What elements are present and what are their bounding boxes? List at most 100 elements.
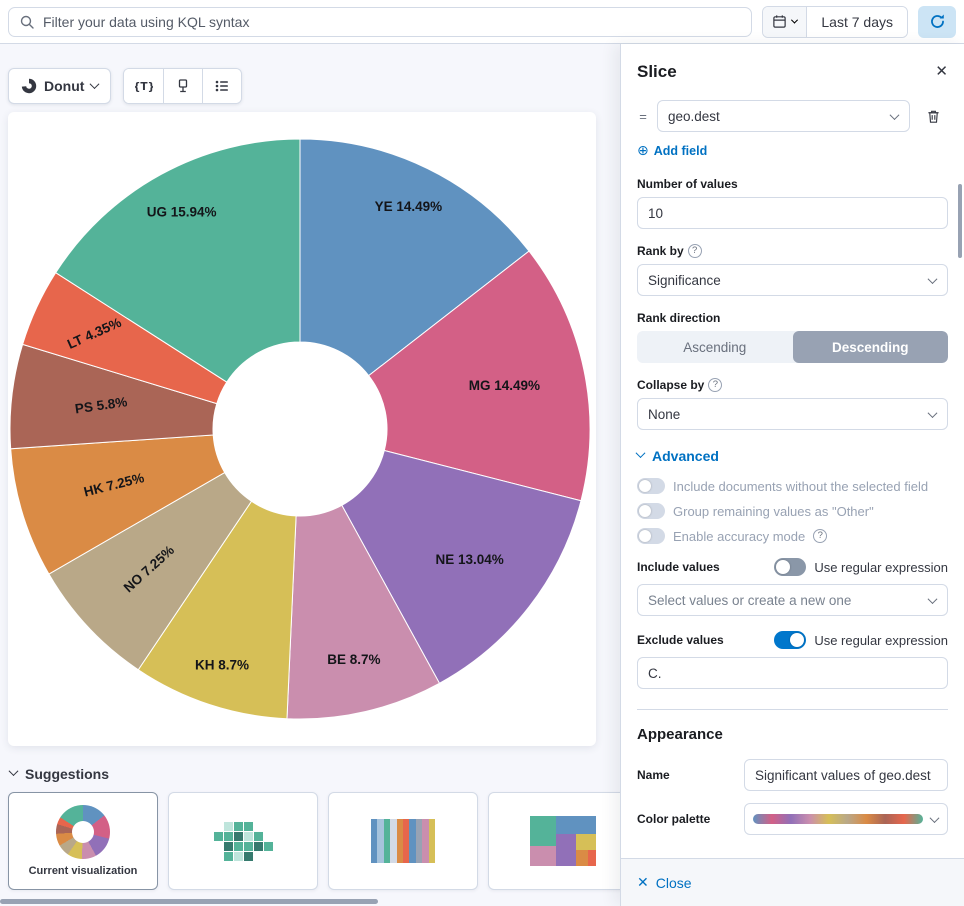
- slice-label-NE: NE 13.04%: [435, 552, 503, 567]
- chevron-down-icon: [635, 448, 646, 459]
- value-labels-button[interactable]: {T}: [124, 69, 164, 103]
- advanced-toggle-row-1: Group remaining values as "Other": [637, 503, 948, 519]
- donut-slice-MG[interactable]: [368, 250, 591, 502]
- flyout-close-icon[interactable]: ✕: [935, 63, 948, 80]
- divider: [637, 709, 948, 710]
- field-row: = geo.dest: [637, 100, 948, 132]
- collapse-by-value: None: [648, 406, 681, 422]
- help-icon[interactable]: ?: [813, 529, 828, 543]
- slice-label-MG: MG 14.49%: [469, 378, 540, 393]
- suggestion-card-treemap[interactable]: [488, 792, 638, 890]
- rank-by-value: Significance: [648, 272, 721, 288]
- visualization-panel: YE 14.49% MG 14.49% NE 13.04% BE 8.7% KH 8.7…: [8, 112, 596, 746]
- visualization-toolbar: Donut {T}: [8, 68, 640, 104]
- field-select[interactable]: geo.dest: [657, 100, 910, 132]
- topbar: Last 7 days: [0, 0, 964, 44]
- color-palette-select[interactable]: [744, 803, 948, 835]
- rank-direction-descending[interactable]: Descending: [792, 331, 948, 363]
- add-field-label: Add field: [653, 143, 708, 158]
- operator-icon: =: [639, 108, 647, 124]
- svg-text:{T}: {T}: [135, 81, 153, 93]
- horizontal-scrollbar[interactable]: [0, 899, 378, 904]
- include-regex-label: Use regular expression: [814, 559, 948, 575]
- delete-field-button[interactable]: [918, 101, 948, 131]
- suggestion-card-donut[interactable]: Current visualization: [8, 792, 158, 890]
- suggestion-cards: Current visualization: [8, 792, 708, 890]
- donut-slice-KH[interactable]: [137, 500, 297, 720]
- include-values-combobox[interactable]: Select values or create a new one: [637, 584, 948, 616]
- close-label: Close: [655, 874, 692, 891]
- add-field-button[interactable]: ⊕ Add field: [637, 142, 707, 159]
- donut-slice-BE[interactable]: [286, 504, 441, 720]
- slice-label-KH: KH 8.7%: [195, 657, 249, 672]
- refresh-button[interactable]: [918, 5, 956, 38]
- toggle-label: Group remaining values as "Other": [673, 503, 874, 519]
- display-options-button[interactable]: [163, 69, 203, 103]
- refresh-icon: [930, 14, 944, 28]
- search-icon: [20, 15, 34, 29]
- legend-icon: [216, 80, 229, 92]
- kql-input[interactable]: [43, 13, 742, 30]
- rank-direction-ascending[interactable]: Ascending: [637, 331, 793, 363]
- donut-slice-UG[interactable]: [55, 138, 301, 383]
- slice-label-UG: UG 15.94%: [147, 204, 217, 219]
- legend-settings-button[interactable]: [202, 69, 242, 103]
- flyout-footer: ✕ Close: [621, 858, 964, 906]
- display-icon: [179, 79, 188, 93]
- help-icon[interactable]: ?: [708, 378, 723, 392]
- include-values-label: Include values: [637, 560, 720, 574]
- date-range-button[interactable]: Last 7 days: [807, 6, 907, 37]
- exclude-values-label: Exclude values: [637, 633, 724, 647]
- donut-chart: YE 14.49% MG 14.49% NE 13.04% BE 8.7% KH 8.7…: [9, 138, 591, 720]
- suggestion-card-label: Current visualization: [28, 865, 138, 877]
- chart-settings-group: {T}: [123, 68, 243, 104]
- workspace: Donut {T}: [0, 44, 640, 890]
- bars-chart-icon: [371, 819, 436, 863]
- slice-label-PS: PS 5.8%: [74, 394, 128, 416]
- chart-type-selector[interactable]: Donut: [8, 68, 112, 104]
- exclude-regex-toggle[interactable]: [774, 631, 807, 649]
- include-regex-toggle[interactable]: [774, 558, 807, 576]
- date-picker-group: Last 7 days: [762, 5, 908, 38]
- donut-slice-YE[interactable]: [299, 138, 530, 377]
- rank-by-label: Rank by: [637, 244, 684, 258]
- color-palette-label: Color palette: [637, 812, 711, 826]
- help-icon[interactable]: ?: [687, 244, 702, 258]
- toggle-switch: [637, 503, 665, 519]
- close-icon: ✕: [637, 874, 649, 890]
- suggestions-toggle[interactable]: Suggestions: [8, 766, 640, 782]
- chevron-down-icon: [927, 594, 938, 605]
- advanced-accordion-toggle[interactable]: Advanced: [635, 448, 948, 464]
- advanced-toggle-row-2: Enable accuracy mode?: [637, 528, 948, 544]
- suggestions-header-label: Suggestions: [25, 766, 110, 782]
- calendar-icon: [773, 15, 787, 28]
- kql-filter-bar[interactable]: [8, 6, 753, 37]
- toggle-switch: [637, 478, 665, 494]
- plus-in-circle-icon: ⊕: [637, 142, 649, 158]
- chevron-down-icon: [89, 78, 100, 89]
- field-select-value: geo.dest: [668, 108, 720, 124]
- rank-direction-label: Rank direction: [637, 311, 721, 325]
- name-label: Name: [637, 768, 670, 782]
- suggestion-card-mosaic[interactable]: [168, 792, 318, 890]
- name-input[interactable]: [744, 759, 948, 791]
- suggestion-card-bars[interactable]: [328, 792, 478, 890]
- treemap-chart-icon: [530, 816, 596, 866]
- rank-by-select[interactable]: Significance: [637, 264, 948, 296]
- slice-flyout: ✕ Slice = geo.dest ⊕ Add field: [620, 44, 964, 906]
- number-of-values-input[interactable]: [637, 197, 948, 229]
- close-flyout-button[interactable]: ✕ Close: [637, 874, 692, 891]
- chevron-down-icon: [927, 408, 938, 419]
- chevron-down-icon: [791, 16, 799, 24]
- donut-chart-icon: [56, 805, 110, 859]
- donut-chart-icon: [21, 78, 37, 94]
- donut-slice-NE[interactable]: [341, 449, 582, 684]
- exclude-values-input[interactable]: [637, 657, 948, 689]
- chevron-down-icon: [889, 110, 900, 121]
- flyout-scrollbar[interactable]: [958, 184, 962, 258]
- toggle-switch: [637, 528, 665, 544]
- date-picker-button[interactable]: [763, 6, 808, 37]
- collapse-by-select[interactable]: None: [637, 398, 948, 430]
- advanced-toggle-row-0: Include documents without the selected f…: [637, 478, 948, 494]
